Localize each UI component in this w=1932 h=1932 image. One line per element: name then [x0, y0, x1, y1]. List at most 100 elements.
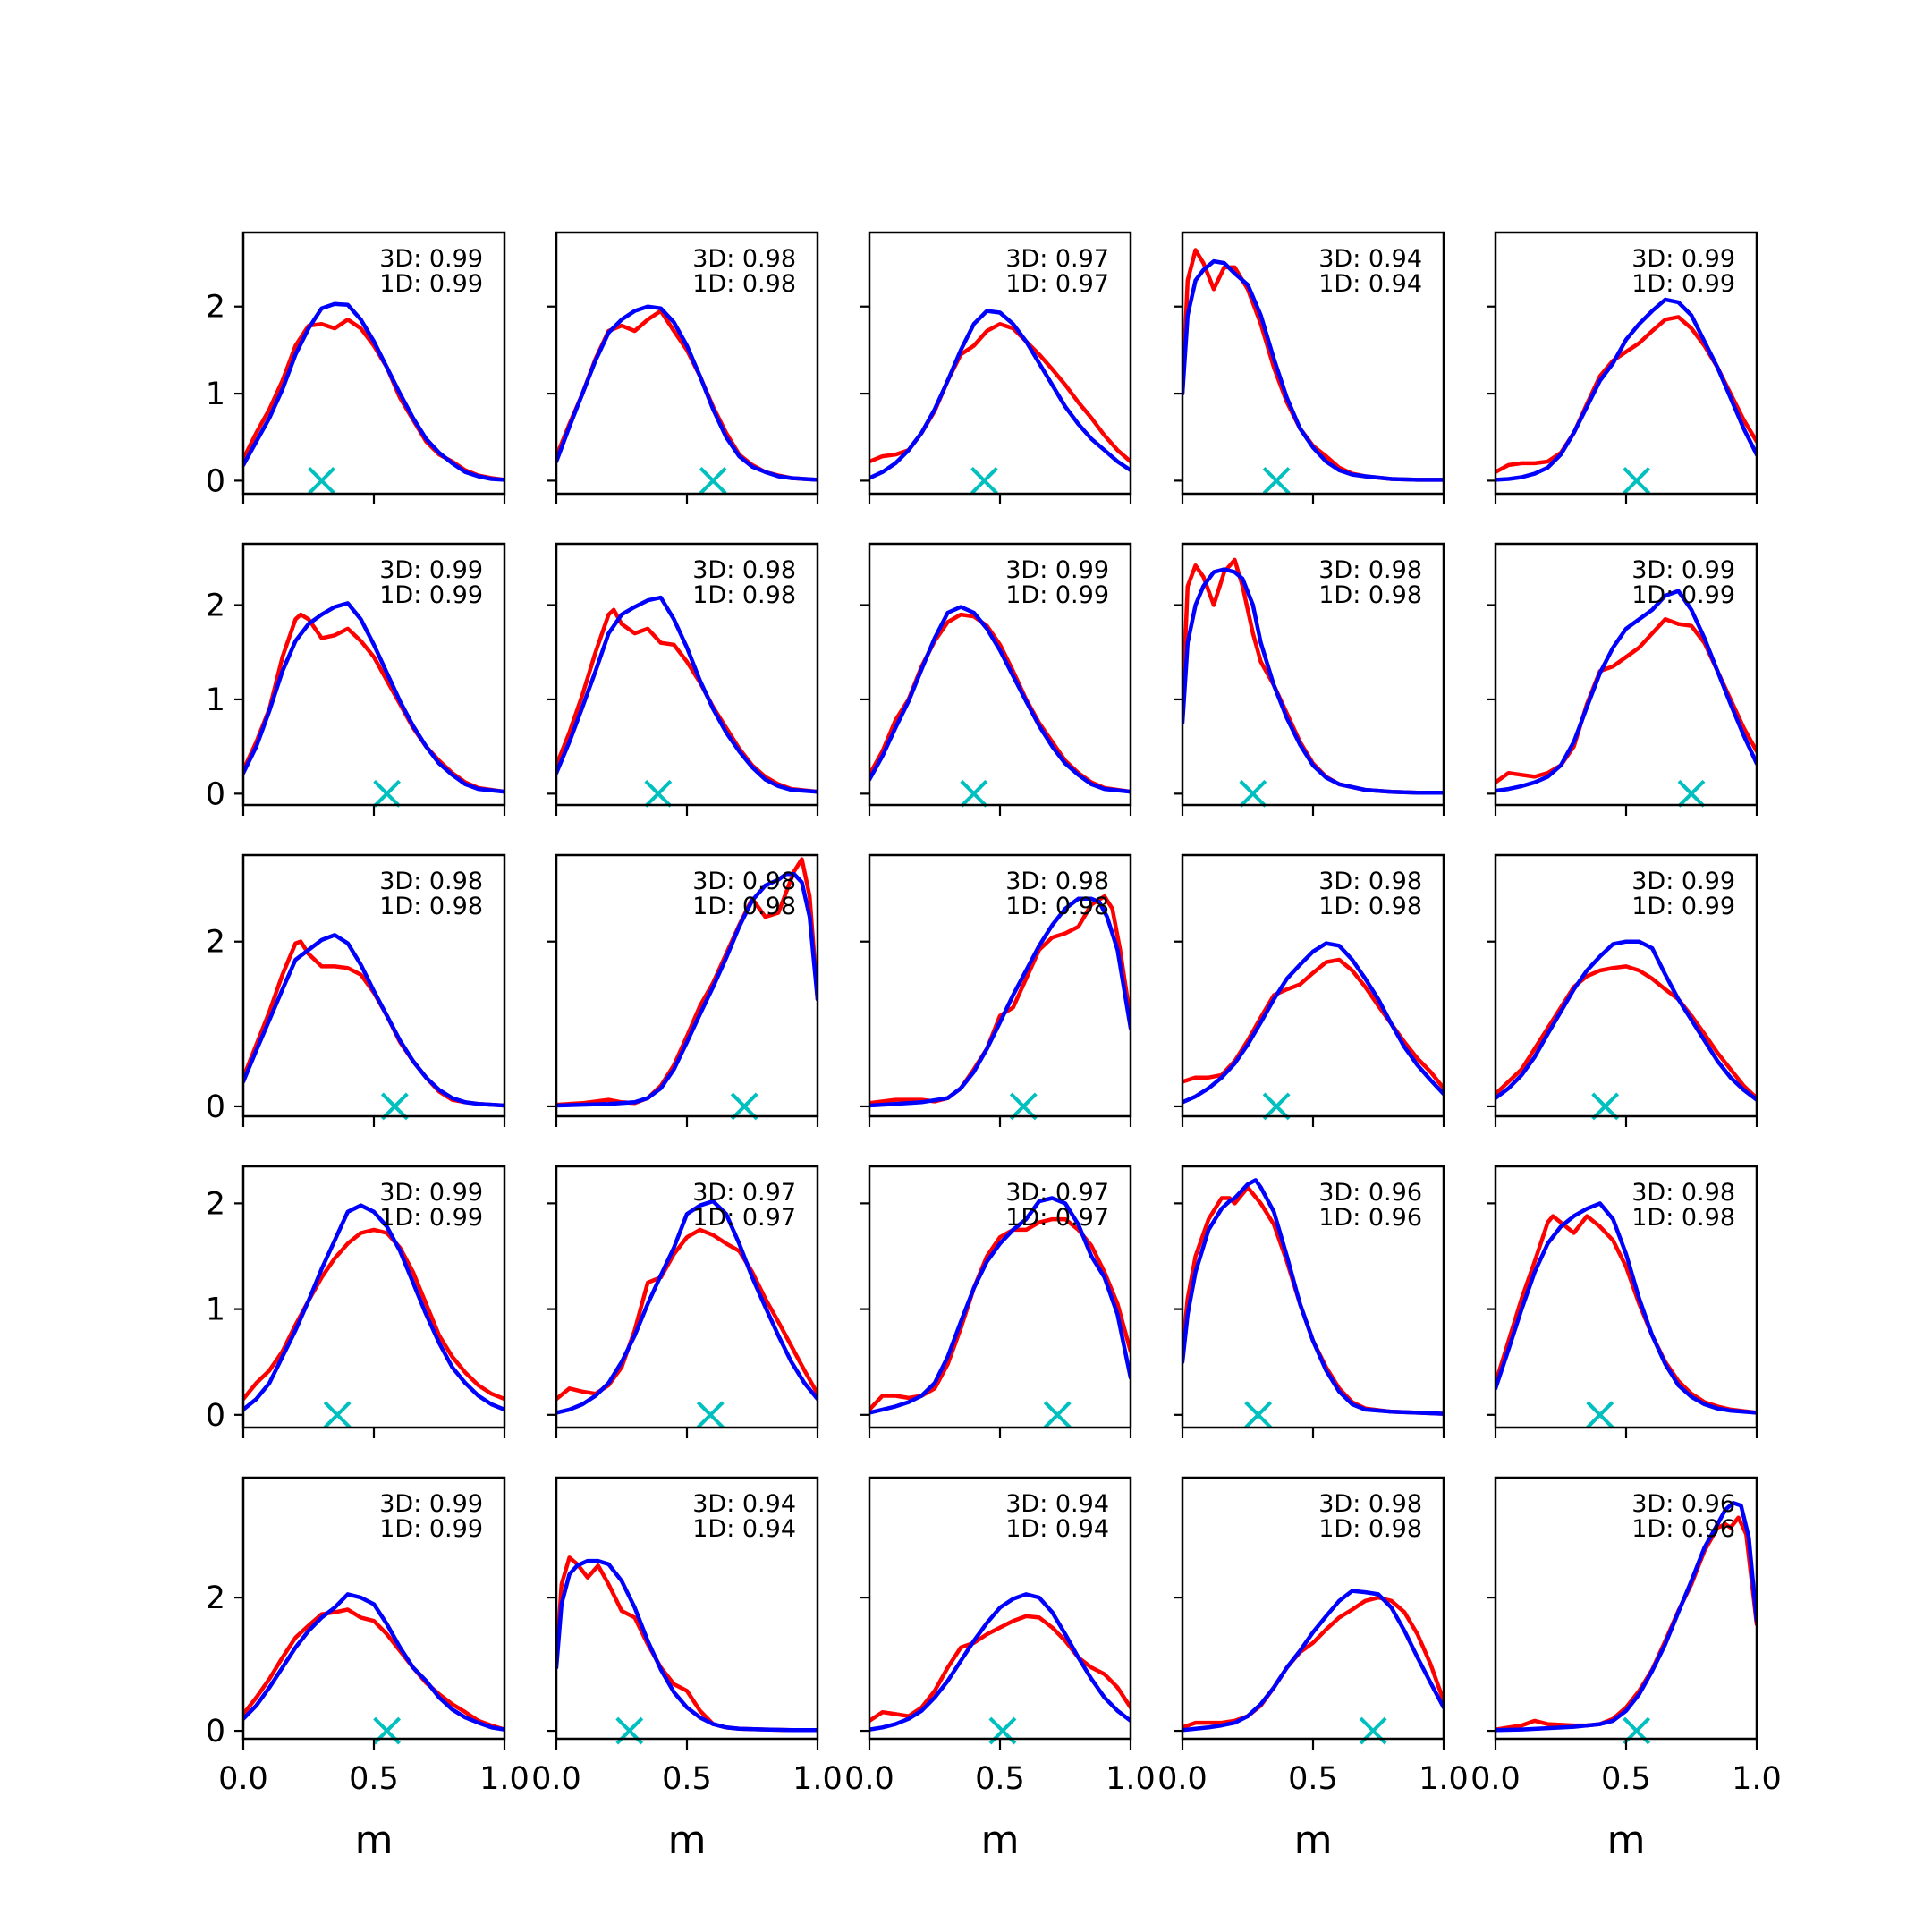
x-tick-label: 1.0: [1106, 1761, 1156, 1797]
annotation-3d: 3D: 0.98: [1631, 1179, 1735, 1207]
series-red-line: [1182, 957, 1444, 1090]
y-tick-label: 1: [206, 682, 225, 718]
annotation-3d: 3D: 0.99: [379, 1490, 483, 1518]
series-blue-line: [1496, 589, 1757, 793]
x-tick-label: 0.0: [1470, 1761, 1521, 1797]
x-tick-label: 1.0: [1419, 1761, 1469, 1797]
annotation-1d: 1D: 0.98: [1318, 581, 1422, 609]
marker-x: [1677, 779, 1706, 808]
annotation-3d: 3D: 0.94: [692, 1490, 796, 1518]
annotation-1d: 1D: 0.98: [1631, 1204, 1735, 1232]
series-red-line: [869, 1216, 1131, 1412]
annotation-3d: 3D: 0.98: [1318, 556, 1422, 584]
annotation-3d: 3D: 0.98: [692, 245, 796, 273]
annotation-3d: 3D: 0.97: [1005, 245, 1109, 273]
annotation-1d: 1D: 0.99: [1631, 270, 1735, 298]
series-red-line: [1496, 617, 1757, 784]
annotation-1d: 1D: 0.98: [692, 893, 796, 920]
marker-x: [1623, 466, 1651, 495]
x-axis-label: m: [668, 1818, 707, 1863]
annotation-1d: 1D: 0.97: [1005, 270, 1109, 298]
x-tick-label: 0.5: [662, 1761, 712, 1797]
series-blue-line: [556, 1199, 818, 1415]
annotation-3d: 3D: 0.94: [1318, 245, 1422, 273]
marker-x: [1244, 1401, 1273, 1429]
marker-x: [1591, 1092, 1620, 1121]
series-blue-line: [243, 1203, 504, 1412]
x-tick-label: 0.5: [349, 1761, 399, 1797]
x-tick-label: 1.0: [792, 1761, 843, 1797]
annotation-1d: 1D: 0.98: [1318, 893, 1422, 920]
annotation-1d: 1D: 0.98: [692, 581, 796, 609]
marker-x: [380, 1092, 409, 1121]
annotation-3d: 3D: 0.99: [379, 556, 483, 584]
y-tick-label: 0: [206, 776, 225, 812]
annotation-3d: 3D: 0.98: [379, 868, 483, 895]
series-red-line: [869, 1614, 1131, 1724]
annotation-3d: 3D: 0.99: [1631, 245, 1735, 273]
annotation-1d: 1D: 0.99: [1631, 581, 1735, 609]
series-blue-line: [556, 595, 818, 794]
series-blue-line: [243, 301, 504, 482]
annotation-3d: 3D: 0.98: [1318, 1490, 1422, 1518]
marker-x: [960, 779, 988, 808]
annotation-1d: 1D: 0.99: [379, 581, 483, 609]
series-red-line: [1496, 964, 1757, 1100]
x-tick-label: 0.0: [1157, 1761, 1208, 1797]
x-tick-label: 0.0: [218, 1761, 268, 1797]
series-blue-line: [1182, 1178, 1444, 1416]
marker-x: [1009, 1092, 1038, 1121]
annotation-1d: 1D: 0.94: [1005, 1515, 1109, 1543]
annotation-1d: 1D: 0.99: [379, 1204, 483, 1232]
y-tick-label: 0: [206, 1714, 225, 1750]
series-red-line: [556, 1227, 818, 1402]
x-tick-label: 1.0: [1732, 1761, 1782, 1797]
y-tick-label: 0: [206, 1398, 225, 1434]
annotation-1d: 1D: 0.98: [379, 893, 483, 920]
annotation-3d: 3D: 0.98: [1318, 868, 1422, 895]
annotation-1d: 1D: 0.96: [1318, 1204, 1422, 1232]
x-axis-label: m: [1607, 1818, 1646, 1863]
annotation-3d: 3D: 0.98: [692, 556, 796, 584]
annotation-3d: 3D: 0.97: [1005, 1179, 1109, 1207]
series-blue-line: [1182, 941, 1444, 1105]
x-axis-label: m: [1294, 1818, 1333, 1863]
series-blue-line: [243, 933, 504, 1108]
annotation-1d: 1D: 0.98: [692, 270, 796, 298]
annotation-1d: 1D: 0.94: [1318, 270, 1422, 298]
marker-x: [970, 466, 998, 495]
annotation-1d: 1D: 0.97: [692, 1204, 796, 1232]
annotation-1d: 1D: 0.99: [379, 270, 483, 298]
series-blue-line: [243, 1592, 504, 1732]
marker-x: [1586, 1401, 1614, 1429]
series-blue-line: [869, 1592, 1131, 1732]
series-blue-line: [869, 1196, 1131, 1415]
series-red-line: [243, 939, 504, 1108]
y-tick-label: 1: [206, 1292, 225, 1328]
annotation-3d: 3D: 0.94: [1005, 1490, 1109, 1518]
series-blue-line: [869, 309, 1131, 480]
series-red-line: [556, 607, 818, 794]
series-blue-line: [869, 896, 1131, 1108]
x-tick-label: 0.5: [1601, 1761, 1651, 1797]
series-red-line: [556, 309, 818, 482]
annotation-3d: 3D: 0.96: [1318, 1179, 1422, 1207]
series-red-line: [1496, 1214, 1757, 1415]
x-tick-label: 1.0: [479, 1761, 530, 1797]
marker-x: [644, 779, 673, 808]
series-blue-line: [556, 1558, 818, 1733]
